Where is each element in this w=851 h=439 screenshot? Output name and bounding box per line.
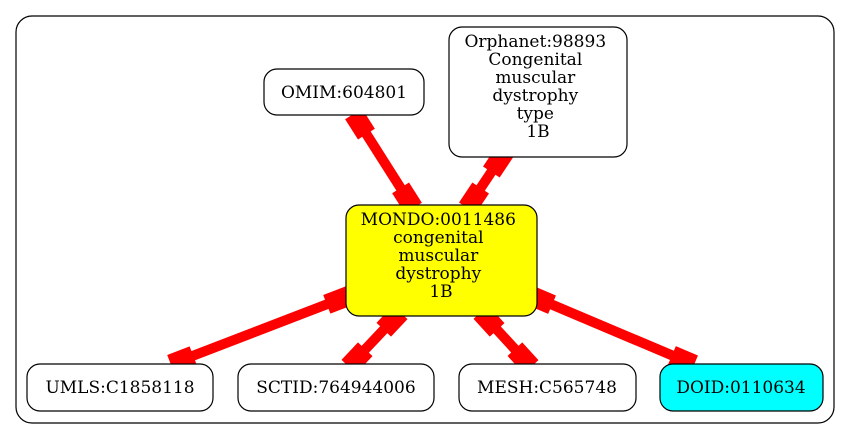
node-mondo-line: congenital [393,228,483,248]
edge-omim-mondo-start-marker [345,108,375,140]
node-umls[interactable]: UMLS:C1858118 [26,363,214,412]
node-sctid[interactable]: SCTID:764944006 [237,363,435,412]
edge-mondo-umls-start-marker [323,286,353,314]
node-mesh[interactable]: MESH:C565748 [458,363,637,412]
node-mondo[interactable]: MONDO:0011486 congenital muscular dystro… [345,204,538,317]
node-sctid-box [237,363,435,412]
node-mesh-box [458,363,637,412]
svg-text:DOID:0110634: DOID:0110634 [676,378,805,398]
node-umls-line: UMLS:C1858118 [45,378,194,398]
cluster-border [15,15,835,424]
svg-text:UMLS:C1858118: UMLS:C1858118 [45,378,194,398]
edge-mondo-doid-line [539,295,685,365]
node-orphanet-box [448,26,628,158]
svg-text:OMIM:604801: OMIM:604801 [281,83,407,103]
svg-text:SCTID:764944006: SCTID:764944006 [256,378,415,398]
edge-mondo-umls-line [180,295,340,365]
node-orphanet-line: Orphanet:98893 [464,32,606,52]
node-orphanet-line: dystrophy [492,86,578,106]
edge-mondo-doid [526,286,698,374]
node-orphanet-line: muscular [495,68,576,88]
node-orphanet-line: 1B [526,122,549,142]
svg-text:Orphanet:98893 Congeni: Orphanet:98893 Congenital muscular dystr… [464,32,611,142]
node-doid-box [659,363,824,412]
node-orphanet-line: Congenital [488,50,582,70]
node-orphanet-line: type [517,104,554,124]
svg-text:MESH:C565748: MESH:C565748 [477,378,617,398]
svg-text:MONDO:0011486 congenit: MONDO:0011486 congenital muscular dystro… [361,210,522,302]
node-doid[interactable]: DOID:0110634 [659,363,824,412]
edge-omim-mondo-line [355,121,412,201]
node-mondo-line: MONDO:0011486 [361,210,516,230]
node-omim[interactable]: OMIM:604801 [263,68,425,116]
node-orphanet[interactable]: Orphanet:98893 Congenital muscular dystr… [448,26,628,158]
node-omim-box [263,68,425,116]
node-mondo-box [345,204,538,317]
edge-mondo-umls [167,286,353,374]
node-mondo-line: muscular [398,246,479,266]
edge-omim-mondo [345,108,422,214]
node-omim-line: OMIM:604801 [281,83,407,103]
node-sctid-line: SCTID:764944006 [256,378,415,398]
node-mesh-line: MESH:C565748 [477,378,617,398]
node-umls-box [26,363,214,412]
node-mondo-line: 1B [429,282,452,302]
node-doid-line: DOID:0110634 [676,378,805,398]
node-mondo-line: dystrophy [395,264,481,284]
